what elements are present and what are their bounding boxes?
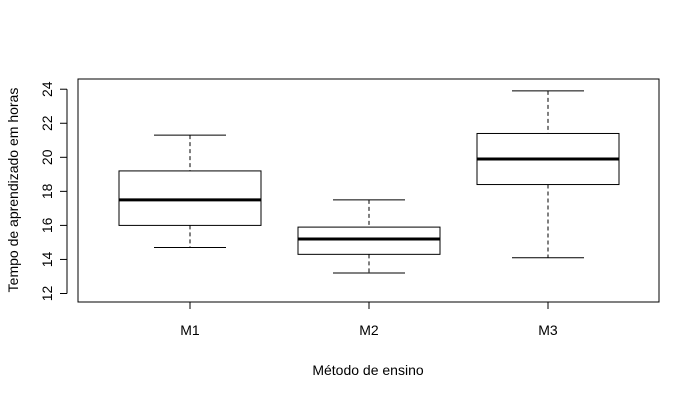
y-tick-label: 12	[39, 285, 55, 301]
y-axis: 12 14 16 18 20 22 24	[39, 81, 68, 301]
iqr-box	[118, 170, 262, 226]
boxes-layer	[118, 90, 620, 274]
x-tick-label: M1	[180, 322, 200, 338]
x-tick-label: M2	[359, 322, 379, 338]
box-M3	[476, 90, 620, 259]
x-axis-label: Método de ensino	[312, 362, 424, 378]
box-M1	[118, 134, 262, 249]
box-M2	[297, 199, 441, 274]
y-axis-label: Tempo de aprendizado em horas	[5, 88, 21, 293]
iqr-box	[297, 226, 441, 255]
x-tick-label: M3	[538, 322, 558, 338]
y-tick-label: 16	[39, 217, 55, 233]
y-tick-label: 18	[39, 183, 55, 199]
y-tick-label: 22	[39, 115, 55, 131]
y-tick-label: 24	[39, 81, 55, 97]
x-axis: M1 M2 M3	[180, 301, 558, 338]
y-tick-label: 20	[39, 149, 55, 165]
y-tick-label: 14	[39, 251, 55, 267]
